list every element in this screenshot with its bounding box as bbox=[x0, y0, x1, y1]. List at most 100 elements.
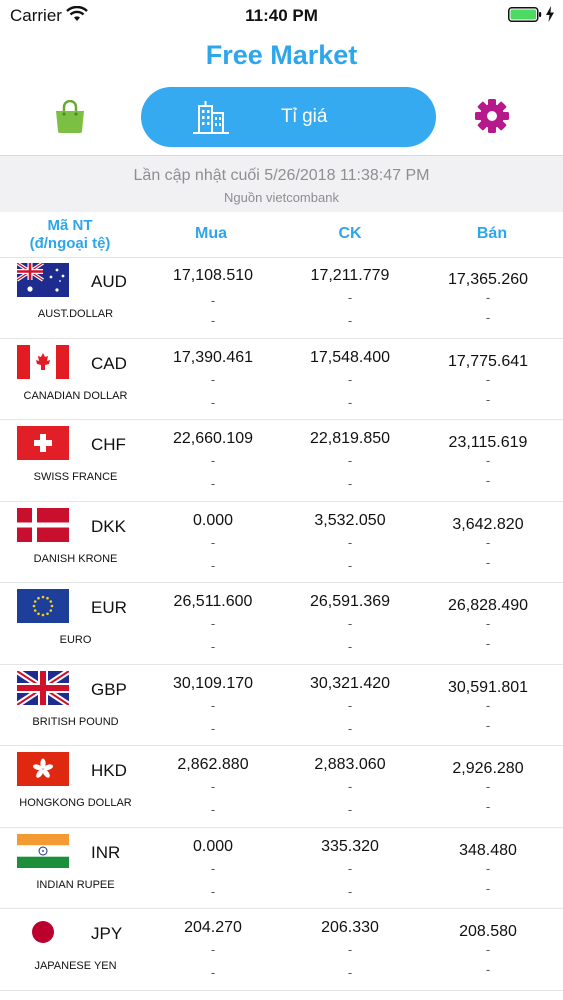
table-row[interactable]: INR INDIAN RUPEE 0.000 - - 335.320 - - 3… bbox=[0, 828, 563, 909]
rate-list: AUD AUST.DOLLAR 17,108.510 - - 17,211.77… bbox=[0, 257, 563, 991]
flag-canada-icon bbox=[17, 344, 69, 379]
sell-dash-2: - bbox=[485, 554, 491, 570]
flag-hongkong-icon bbox=[17, 752, 69, 786]
table-row[interactable]: CHF SWISS FRANCE 22,660.109 - - 22,819.8… bbox=[0, 420, 563, 502]
ck-dash-1: - bbox=[347, 290, 353, 305]
shopping-bag-icon[interactable] bbox=[53, 100, 87, 133]
source-text: Nguồn vietcombank bbox=[224, 190, 339, 205]
ck-rate: 335.320 bbox=[321, 837, 379, 855]
gear-icon[interactable] bbox=[474, 98, 510, 134]
update-info-bar: Lần cập nhật cuối 5/26/2018 11:38:47 PM … bbox=[0, 155, 563, 212]
currency-code: JPY bbox=[91, 924, 123, 943]
currency-name: EURO bbox=[59, 634, 92, 646]
tab-label: Tỉ giá bbox=[281, 106, 328, 127]
ck-dash-1: - bbox=[347, 453, 353, 468]
sell-rate: 17,775.641 bbox=[447, 352, 529, 370]
header-code-line1: Mã NT bbox=[47, 217, 93, 234]
currency-name: SWISS FRANCE bbox=[33, 471, 118, 483]
buy-dash-1: - bbox=[210, 453, 216, 468]
tab-exchange-rate[interactable]: Tỉ giá bbox=[141, 87, 436, 147]
table-header: Mã NT (đ/ngoại tệ) Mua CK Bán bbox=[0, 211, 563, 258]
ck-rate: 30,321.420 bbox=[309, 674, 391, 692]
buy-rate: 17,390.461 bbox=[172, 348, 254, 366]
sell-dash-2: - bbox=[485, 310, 491, 325]
sell-dash-1: - bbox=[485, 779, 491, 794]
status-time: 11:40 PM bbox=[245, 6, 318, 25]
buy-dash-1: - bbox=[210, 293, 216, 308]
buy-dash-2: - bbox=[210, 639, 216, 654]
currency-code: GBP bbox=[91, 679, 127, 699]
currency-code: INR bbox=[91, 842, 121, 862]
sell-rate: 208.580 bbox=[459, 923, 517, 940]
ck-dash-2: - bbox=[347, 557, 353, 573]
ck-rate: 17,548.400 bbox=[309, 348, 391, 366]
ck-dash-1: - bbox=[347, 616, 353, 631]
ck-dash-1: - bbox=[347, 534, 353, 550]
ck-rate: 22,819.850 bbox=[309, 430, 391, 447]
table-row[interactable]: GBP BRITISH POUND 30,109.170 - - 30,321.… bbox=[0, 665, 563, 746]
ck-dash-2: - bbox=[347, 639, 353, 654]
buy-rate: 0.000 bbox=[192, 511, 234, 529]
table-row[interactable]: EUR EURO 26,511.600 - - 26,591.369 - - 2… bbox=[0, 583, 563, 665]
buy-dash-2: - bbox=[210, 965, 216, 980]
table-row[interactable]: AUD AUST.DOLLAR 17,108.510 - - 17,211.77… bbox=[0, 257, 563, 339]
carrier-label: Carrier bbox=[10, 6, 62, 25]
sell-dash-1: - bbox=[485, 860, 491, 876]
charging-icon bbox=[546, 6, 554, 22]
flag-japan-icon bbox=[17, 915, 69, 949]
currency-name: AUST.DOLLAR bbox=[37, 308, 114, 320]
buy-dash-2: - bbox=[210, 313, 216, 328]
ck-dash-2: - bbox=[347, 802, 353, 817]
sell-dash-2: - bbox=[485, 880, 491, 896]
currency-code: CHF bbox=[91, 435, 126, 454]
sell-dash-2: - bbox=[485, 391, 491, 407]
table-row[interactable]: DKK DANISH KRONE 0.000 - - 3,532.050 - -… bbox=[0, 502, 563, 583]
header-currency-code: Mã NT (đ/ngoại tệ) bbox=[0, 217, 140, 253]
header-sell: Bán bbox=[476, 225, 508, 242]
sell-dash-1: - bbox=[485, 371, 491, 387]
building-icon bbox=[193, 101, 229, 134]
ck-dash-1: - bbox=[347, 860, 353, 876]
buy-dash-2: - bbox=[210, 476, 216, 491]
ck-dash-2: - bbox=[347, 720, 353, 736]
currency-code: HKD bbox=[91, 761, 127, 780]
sell-rate: 26,828.490 bbox=[447, 597, 529, 614]
sell-rate: 30,591.801 bbox=[447, 678, 529, 696]
sell-rate: 348.480 bbox=[459, 841, 517, 859]
sell-rate: 3,642.820 bbox=[452, 515, 524, 533]
buy-rate: 22,660.109 bbox=[172, 430, 254, 447]
currency-code: EUR bbox=[91, 598, 127, 617]
buy-dash-2: - bbox=[210, 394, 216, 410]
buy-rate: 17,108.510 bbox=[172, 267, 254, 284]
buy-rate: 2,862.880 bbox=[177, 756, 249, 773]
battery-icon bbox=[508, 7, 542, 22]
sell-dash-2: - bbox=[485, 717, 491, 733]
sell-dash-2: - bbox=[485, 473, 491, 488]
buy-dash-2: - bbox=[210, 557, 216, 573]
ck-dash-2: - bbox=[347, 883, 353, 899]
table-row[interactable]: JPY JAPANESE YEN 204.270 - - 206.330 - -… bbox=[0, 909, 563, 991]
currency-name: CANADIAN DOLLAR bbox=[23, 389, 128, 402]
sell-rate: 2,926.280 bbox=[452, 760, 524, 777]
app-title: Free Market bbox=[205, 40, 358, 70]
buy-dash-1: - bbox=[210, 534, 216, 550]
ck-rate: 17,211.779 bbox=[310, 267, 390, 284]
flag-uk-icon bbox=[17, 670, 69, 705]
ck-rate: 3,532.050 bbox=[314, 511, 386, 529]
buy-rate: 30,109.170 bbox=[172, 674, 254, 692]
ck-dash-2: - bbox=[347, 313, 353, 328]
sell-dash-1: - bbox=[485, 616, 491, 631]
buy-dash-2: - bbox=[210, 883, 216, 899]
buy-dash-1: - bbox=[210, 616, 216, 631]
sell-rate: 23,115.619 bbox=[448, 434, 528, 451]
ck-dash-1: - bbox=[347, 779, 353, 794]
table-row[interactable]: HKD HONGKONG DOLLAR 2,862.880 - - 2,883.… bbox=[0, 746, 563, 828]
sell-dash-1: - bbox=[485, 942, 491, 957]
sell-dash-2: - bbox=[485, 799, 491, 814]
header-buy: Mua bbox=[195, 225, 227, 242]
ck-dash-1: - bbox=[347, 371, 353, 387]
table-row[interactable]: CAD CANADIAN DOLLAR 17,390.461 - - 17,54… bbox=[0, 339, 563, 420]
currency-code: DKK bbox=[91, 516, 126, 536]
buy-dash-2: - bbox=[210, 720, 216, 736]
wifi-icon bbox=[66, 6, 88, 21]
